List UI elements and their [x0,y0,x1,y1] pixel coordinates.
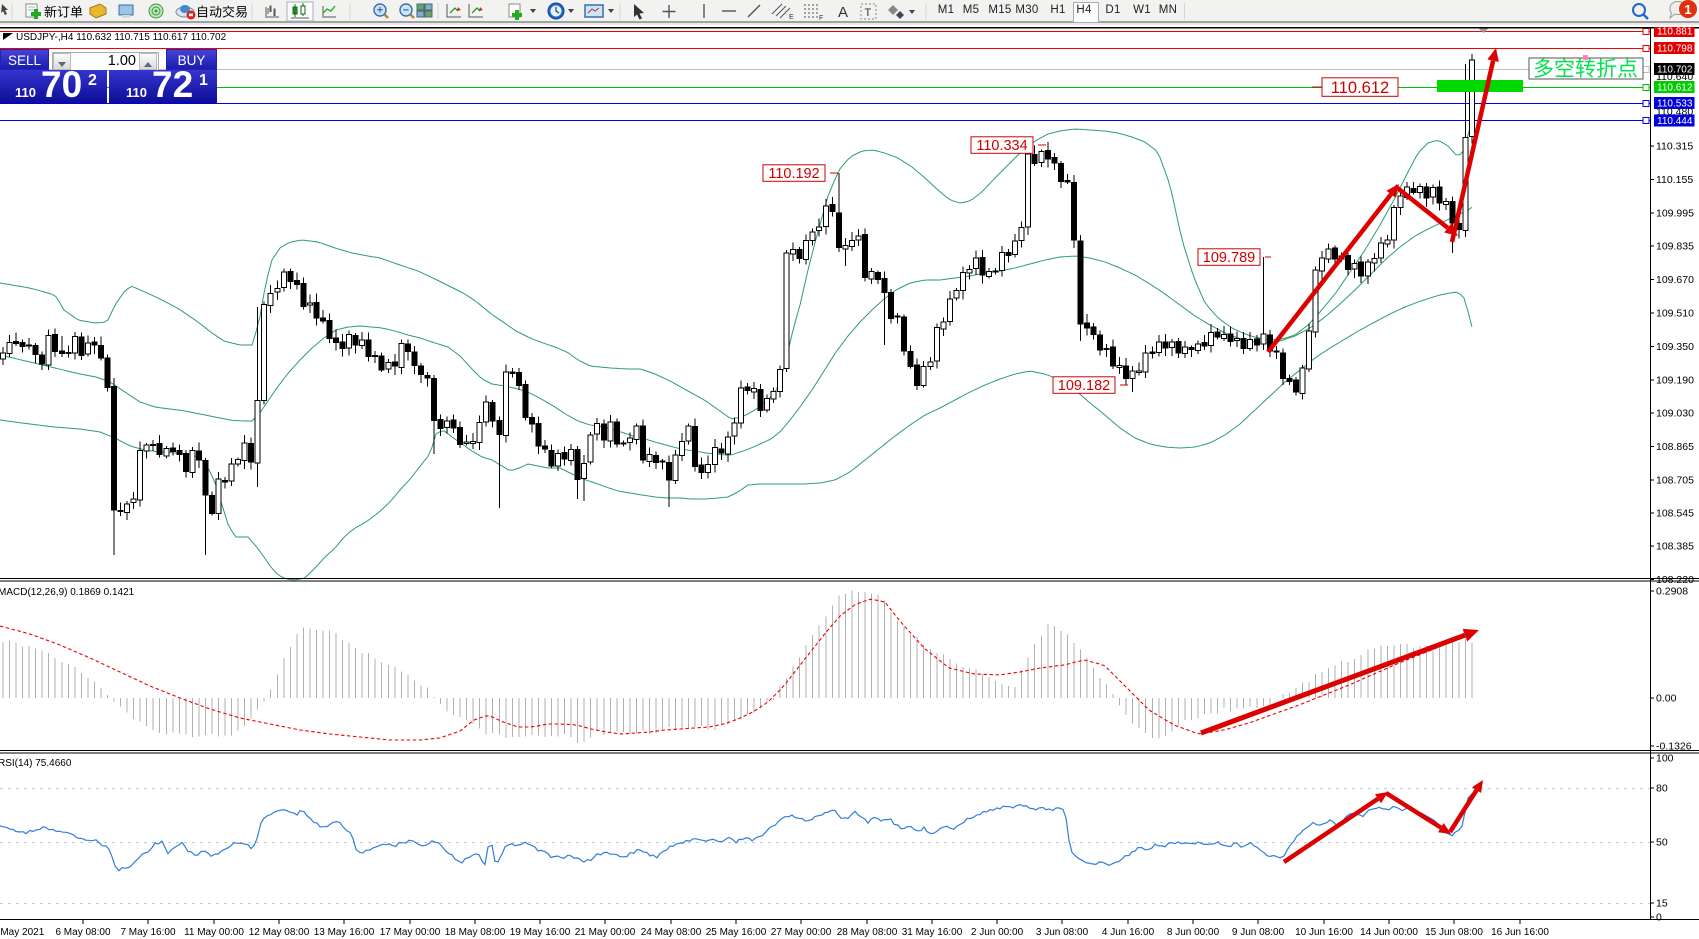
svg-text:A: A [838,4,848,21]
svg-text:25 May 16:00: 25 May 16:00 [706,927,767,938]
svg-text:E: E [789,14,794,21]
svg-text:18 May 08:00: 18 May 08:00 [445,927,506,938]
svg-text:1: 1 [1684,2,1691,17]
svg-text:-0.1326: -0.1326 [1656,741,1692,753]
svg-text:6 May 08:00: 6 May 08:00 [55,927,110,938]
svg-text:2 Jun 00:00: 2 Jun 00:00 [971,927,1024,938]
svg-text:108.220: 108.220 [1656,574,1694,586]
svg-text:110.334: 110.334 [976,138,1027,154]
svg-text:108.865: 108.865 [1656,441,1694,453]
svg-text:109.995: 109.995 [1656,208,1694,220]
svg-text:28 May 08:00: 28 May 08:00 [837,927,898,938]
svg-text:109.670: 109.670 [1656,274,1694,286]
svg-text:100: 100 [1656,753,1674,765]
svg-text:13 May 16:00: 13 May 16:00 [314,927,375,938]
svg-text:T: T [865,7,872,19]
svg-text:80: 80 [1656,783,1668,795]
svg-text:19 May 16:00: 19 May 16:00 [510,927,571,938]
svg-text:15: 15 [1656,898,1668,910]
svg-text:F: F [819,15,823,22]
svg-text:3 Jun 08:00: 3 Jun 08:00 [1036,927,1089,938]
svg-text:110.315: 110.315 [1656,141,1693,153]
svg-text:110.702: 110.702 [1657,65,1693,76]
svg-text:5 May 2021: 5 May 2021 [0,927,45,938]
svg-text:RSI(14) 75.4660: RSI(14) 75.4660 [0,758,72,769]
svg-text:110.192: 110.192 [768,166,819,182]
svg-text:110.612: 110.612 [1657,83,1693,94]
svg-text:15 Jun 08:00: 15 Jun 08:00 [1425,927,1483,938]
svg-text:−: − [403,5,409,17]
svg-text:27 May 00:00: 27 May 00:00 [771,927,832,938]
svg-text:109.350: 109.350 [1656,341,1694,353]
svg-text:110.881: 110.881 [1657,27,1693,38]
svg-text:110.798: 110.798 [1657,44,1693,55]
svg-text:4 Jun 16:00: 4 Jun 16:00 [1102,927,1155,938]
svg-text:110.533: 110.533 [1657,99,1693,110]
svg-text:50: 50 [1656,837,1668,849]
svg-text:108.385: 108.385 [1656,541,1694,553]
svg-text:24 May 08:00: 24 May 08:00 [641,927,702,938]
svg-text:31 May 16:00: 31 May 16:00 [902,927,963,938]
svg-text:+: + [377,5,383,17]
svg-text:21 May 00:00: 21 May 00:00 [575,927,636,938]
svg-text:0.00: 0.00 [1656,693,1677,705]
svg-text:7 May 16:00: 7 May 16:00 [120,927,175,938]
svg-text:109.182: 109.182 [1058,378,1110,394]
svg-text:9 Jun 08:00: 9 Jun 08:00 [1232,927,1285,938]
svg-text:110.155: 110.155 [1656,174,1693,186]
svg-text:11 May 00:00: 11 May 00:00 [184,927,244,938]
svg-text:12 May 08:00: 12 May 08:00 [249,927,310,938]
svg-text:14 Jun 00:00: 14 Jun 00:00 [1360,927,1418,938]
svg-text:109.190: 109.190 [1656,375,1694,387]
svg-text:110.444: 110.444 [1657,116,1693,127]
svg-text:110.612: 110.612 [1331,79,1389,97]
svg-text:16 Jun 16:00: 16 Jun 16:00 [1491,927,1549,938]
svg-text:0: 0 [1656,912,1662,924]
svg-text:MACD(12,26,9) 0.1869 0.1421: MACD(12,26,9) 0.1869 0.1421 [0,587,135,598]
svg-text:10 Jun 16:00: 10 Jun 16:00 [1295,927,1353,938]
svg-text:109.510: 109.510 [1656,308,1694,320]
svg-text:109.789: 109.789 [1203,250,1255,266]
svg-text:0.2908: 0.2908 [1656,586,1688,598]
svg-text:109.030: 109.030 [1656,408,1694,420]
svg-text:8 Jun 00:00: 8 Jun 00:00 [1167,927,1220,938]
svg-text:109.835: 109.835 [1656,241,1694,253]
svg-text:108.705: 108.705 [1656,475,1694,487]
svg-text:17 May 00:00: 17 May 00:00 [380,927,441,938]
svg-text:USDJPY-,H4 110.632 110.715 11: USDJPY-,H4 110.632 110.715 110.617 110.7… [16,32,227,43]
svg-text:108.545: 108.545 [1656,508,1694,520]
